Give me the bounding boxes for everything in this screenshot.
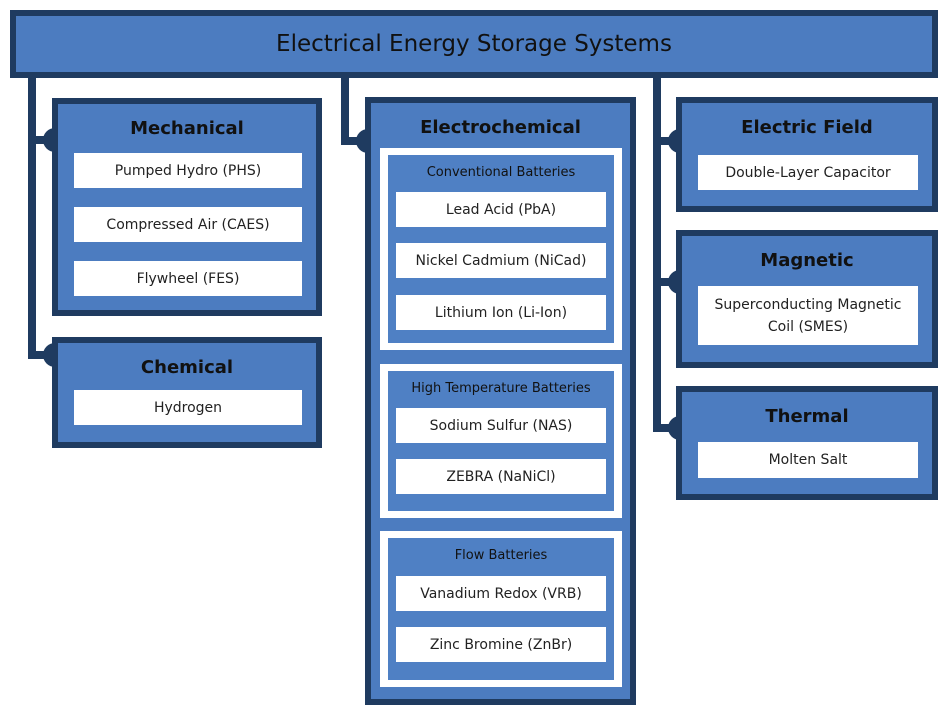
item: Superconducting Magnetic Coil (SMES) xyxy=(698,286,918,345)
item: Molten Salt xyxy=(698,442,918,478)
item: Pumped Hydro (PHS) xyxy=(74,153,302,188)
item: Vanadium Redox (VRB) xyxy=(396,576,606,611)
item: Compressed Air (CAES) xyxy=(74,207,302,242)
item: Lead Acid (PbA) xyxy=(396,192,606,227)
item: Flywheel (FES) xyxy=(74,261,302,296)
category-title: Mechanical xyxy=(130,118,244,139)
category-title: Magnetic xyxy=(760,250,854,271)
item: Hydrogen xyxy=(74,390,302,425)
category-title: Electric Field xyxy=(741,117,873,138)
category-title: Thermal xyxy=(765,406,849,427)
group-title: Conventional Batteries xyxy=(426,165,576,180)
item: Double-Layer Capacitor xyxy=(698,155,918,190)
group-title: Flow Batteries xyxy=(454,548,548,563)
item: ZEBRA (NaNiCl) xyxy=(396,459,606,494)
main-title: Electrical Energy Storage Systems xyxy=(10,10,938,78)
category-title: Electrochemical xyxy=(420,117,581,138)
group-title: High Temperature Batteries xyxy=(411,381,591,396)
item: Sodium Sulfur (NAS) xyxy=(396,408,606,443)
item: Zinc Bromine (ZnBr) xyxy=(396,627,606,662)
item: Lithium Ion (Li-Ion) xyxy=(396,295,606,330)
category-title: Chemical xyxy=(140,357,234,378)
item: Nickel Cadmium (NiCad) xyxy=(396,243,606,278)
category-box xyxy=(676,97,938,212)
